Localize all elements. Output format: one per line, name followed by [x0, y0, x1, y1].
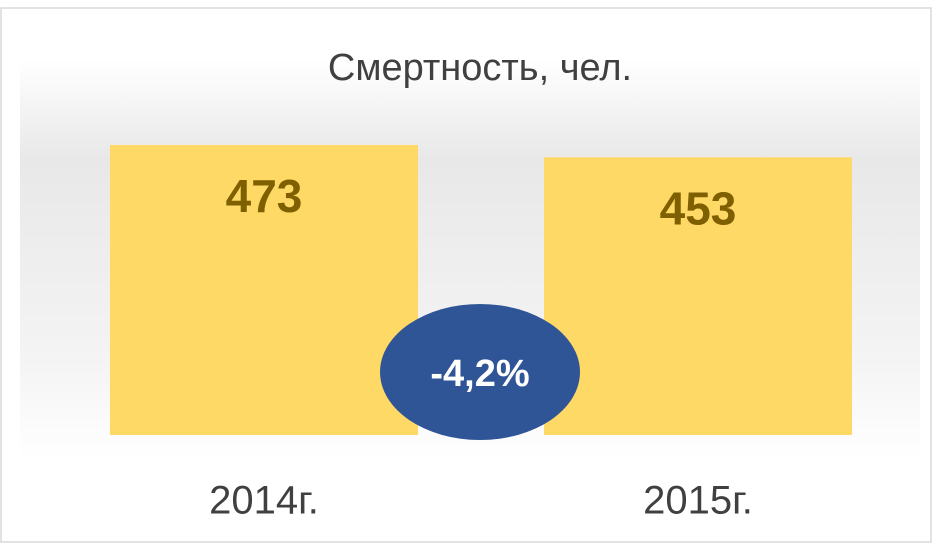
x-tick-label: 2014г. [209, 479, 319, 523]
bar [110, 145, 418, 435]
annotation: -4,2% [430, 353, 529, 395]
chart-title: Смертность, чел. [328, 47, 632, 89]
bar [544, 157, 852, 436]
value-label: 453 [660, 182, 737, 234]
value-label: 473 [226, 170, 303, 222]
plot [110, 145, 852, 436]
change-badge [380, 304, 580, 440]
frame [0, 7, 932, 543]
x-tick-label: 2015г. [643, 479, 753, 523]
